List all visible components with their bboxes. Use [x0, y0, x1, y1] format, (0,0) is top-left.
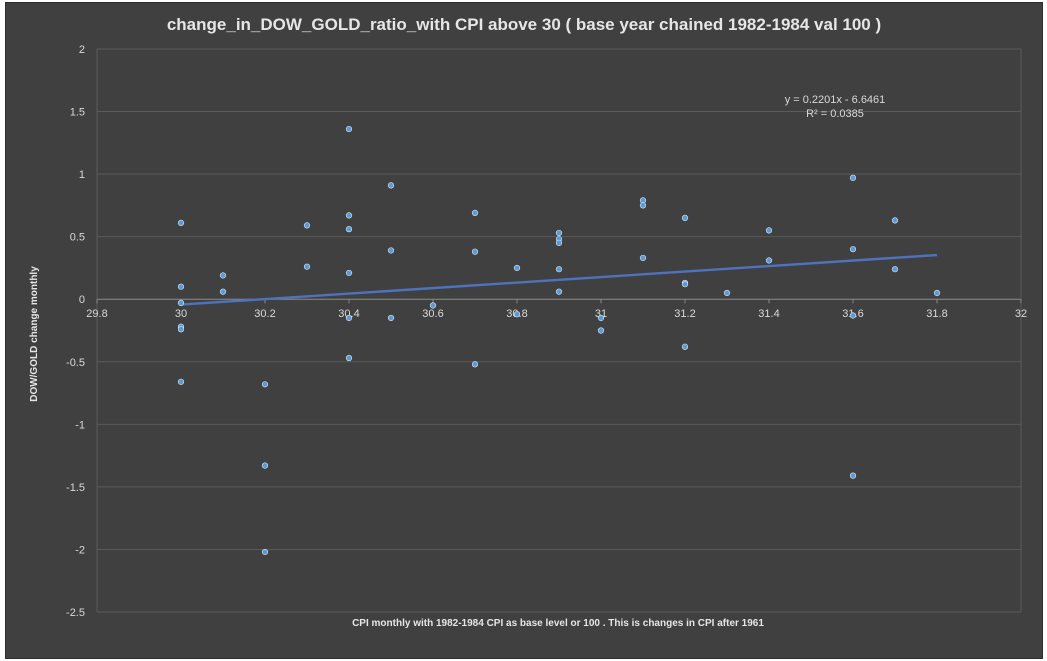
data-point	[471, 361, 479, 368]
scatter-chart: change_in_DOW_GOLD_ratio_with CPI above …	[29, 15, 1027, 629]
data-point	[597, 314, 605, 322]
data-point	[849, 174, 857, 181]
data-point	[555, 266, 563, 273]
y-tick-label: 1	[79, 169, 85, 181]
data-point	[345, 212, 353, 219]
data-point	[219, 272, 227, 279]
data-point	[849, 472, 857, 479]
chart-frame: change_in_DOW_GOLD_ratio_with CPI above …	[5, 2, 1043, 659]
data-point	[681, 281, 689, 288]
data-point	[849, 312, 857, 319]
data-point	[471, 248, 479, 255]
data-point	[849, 246, 857, 253]
data-point	[891, 217, 899, 224]
y-tick-label: -2	[75, 544, 85, 556]
data-points	[177, 125, 941, 556]
y-axis-tick-labels: -2.5 -2 -1.5 -1 -0.5 0 0.5 1 1.5 2	[66, 44, 85, 619]
data-point	[681, 214, 689, 221]
data-point	[177, 299, 185, 307]
x-axis-tick-labels: 29.83030.230.430.630.83131.231.431.631.8…	[86, 308, 1027, 320]
x-axis-title: CPI monthly with 1982-1984 CPI as base l…	[352, 618, 764, 629]
y-tick-label: 0	[79, 294, 85, 306]
data-point	[765, 227, 773, 234]
trendline-layer	[180, 253, 938, 306]
data-point	[639, 202, 647, 209]
x-tick-label: 31.4	[758, 308, 779, 320]
x-tick-label: 31	[595, 308, 607, 320]
data-point	[177, 326, 185, 333]
data-point	[177, 283, 185, 290]
data-point	[765, 257, 773, 264]
data-point	[513, 264, 521, 272]
data-point	[429, 302, 437, 309]
data-point	[555, 239, 563, 247]
data-point	[303, 263, 311, 270]
data-point	[345, 314, 353, 322]
x-tick-label: 31.2	[674, 308, 695, 320]
data-point	[891, 266, 899, 273]
y-tick-label: 2	[79, 44, 85, 56]
data-point	[639, 254, 647, 262]
x-tick-label: 30.4	[338, 308, 359, 320]
trendline-equation: y = 0.2201x - 6.6461	[785, 94, 886, 106]
data-point	[723, 289, 731, 297]
data-point	[387, 247, 395, 254]
data-point	[303, 222, 311, 229]
data-point	[933, 289, 941, 297]
trendline-r-squared: R² = 0.0385	[806, 108, 864, 120]
data-point	[261, 381, 269, 388]
data-point	[597, 327, 605, 334]
x-tick-label: 30	[175, 308, 187, 320]
data-point	[177, 378, 185, 385]
x-tick-label: 31.8	[926, 308, 947, 320]
y-tick-label: -1.5	[66, 482, 85, 494]
data-point	[681, 343, 689, 350]
data-point	[345, 226, 353, 233]
x-tick-label: 30.2	[254, 308, 275, 320]
data-point	[177, 219, 185, 227]
y-tick-label: -1	[75, 419, 85, 431]
data-point	[261, 548, 269, 556]
y-tick-label: -2.5	[66, 607, 85, 619]
x-tick-label: 32	[1015, 308, 1027, 320]
data-point	[261, 462, 269, 469]
x-tick-label: 29.8	[86, 308, 107, 320]
data-point	[555, 288, 563, 295]
data-point	[387, 182, 395, 189]
data-point	[555, 229, 563, 237]
data-point	[387, 314, 395, 322]
trendline	[180, 253, 938, 306]
data-point	[345, 354, 353, 362]
data-point	[471, 209, 479, 216]
y-axis-title: DOW/GOLD change monthly	[29, 266, 40, 402]
chart-title: change_in_DOW_GOLD_ratio_with CPI above …	[167, 15, 881, 34]
gridlines	[96, 48, 1022, 613]
data-point	[345, 269, 353, 277]
y-tick-label: -0.5	[66, 357, 85, 369]
data-point	[345, 125, 353, 133]
data-point	[513, 311, 521, 318]
y-tick-label: 1.5	[70, 107, 85, 119]
data-point	[219, 288, 227, 295]
x-tick-label: 30.6	[422, 308, 443, 320]
y-tick-label: 0.5	[70, 232, 85, 244]
